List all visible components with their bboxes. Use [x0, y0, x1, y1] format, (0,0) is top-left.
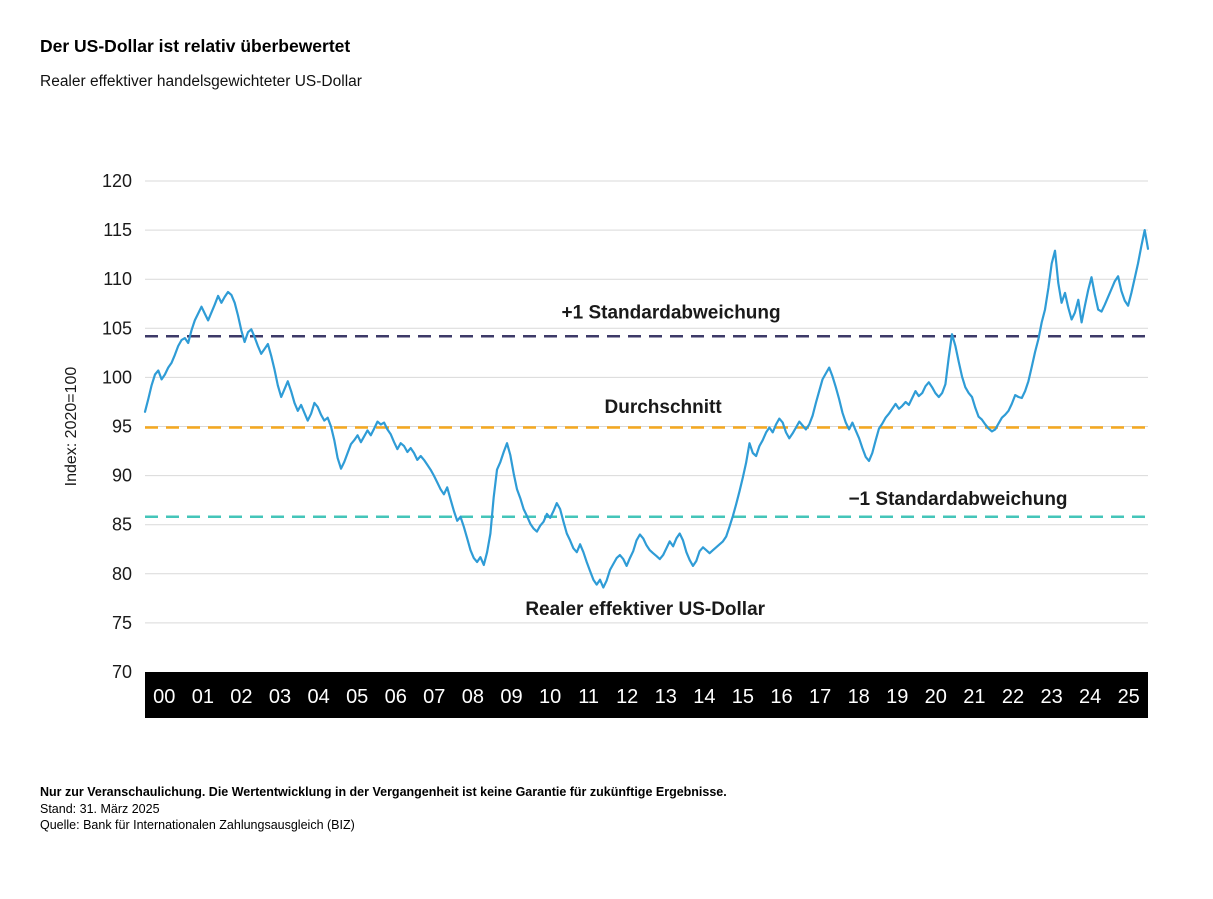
annotation-label: −1 Standardabweichung: [848, 489, 1067, 510]
y-tick-label: 115: [103, 220, 132, 240]
disclaimer-text: Nur zur Veranschaulichung. Die Wertentwi…: [40, 785, 727, 799]
x-tick-label: 23: [1040, 686, 1062, 708]
x-tick-label: 16: [770, 686, 792, 708]
x-tick-label: 08: [462, 686, 484, 708]
x-tick-label: 22: [1002, 686, 1024, 708]
x-axis-band: [145, 672, 1148, 718]
y-tick-label: 110: [103, 269, 132, 289]
x-tick-label: 14: [693, 686, 715, 708]
as-of-date: Stand: 31. März 2025: [40, 801, 160, 816]
y-tick-label: 75: [112, 613, 132, 633]
y-tick-label: 105: [102, 318, 132, 338]
x-tick-label: 07: [423, 686, 445, 708]
x-tick-label: 01: [192, 686, 214, 708]
x-tick-label: 10: [539, 686, 561, 708]
x-tick-label: 20: [925, 686, 947, 708]
x-tick-label: 25: [1118, 686, 1140, 708]
x-tick-label: 15: [732, 686, 754, 708]
x-tick-label: 18: [848, 686, 870, 708]
y-tick-label: 95: [112, 417, 132, 437]
annotation-label: +1 Standardabweichung: [562, 303, 781, 324]
x-tick-label: 04: [307, 686, 329, 708]
source-text: Quelle: Bank für Internationalen Zahlung…: [40, 818, 355, 832]
x-tick-label: 24: [1079, 686, 1101, 708]
x-tick-label: 12: [616, 686, 638, 708]
x-tick-label: 02: [230, 686, 252, 708]
y-axis-title: Index: 2020=100: [63, 367, 80, 487]
y-tick-label: 70: [112, 662, 132, 682]
x-tick-label: 05: [346, 686, 368, 708]
x-tick-label: 19: [886, 686, 908, 708]
annotation-label: Realer effektiver US-Dollar: [525, 599, 765, 620]
chart-subtitle: Realer effektiver handelsgewichteter US-…: [40, 73, 362, 90]
y-tick-label: 90: [112, 466, 132, 486]
y-tick-label: 80: [112, 564, 132, 584]
x-tick-label: 00: [153, 686, 175, 708]
y-tick-label: 100: [102, 367, 132, 387]
chart-title: Der US-Dollar ist relativ überbewertet: [40, 36, 351, 56]
series-line: [143, 229, 1150, 589]
x-tick-label: 21: [963, 686, 985, 708]
chart-footer: Nur zur Veranschaulichung. Die Wertentwi…: [40, 784, 727, 834]
y-tick-label: 120: [102, 171, 132, 191]
x-tick-label: 11: [578, 686, 599, 708]
x-tick-label: 13: [655, 686, 677, 708]
x-tick-label: 17: [809, 686, 831, 708]
chart-header: Der US-Dollar ist relativ überbewertet R…: [40, 36, 362, 91]
x-tick-label: 06: [385, 686, 407, 708]
annotation-label: Durchschnitt: [605, 397, 723, 418]
x-tick-label: 09: [500, 686, 522, 708]
x-tick-label: 03: [269, 686, 291, 708]
y-tick-label: 85: [112, 515, 132, 535]
